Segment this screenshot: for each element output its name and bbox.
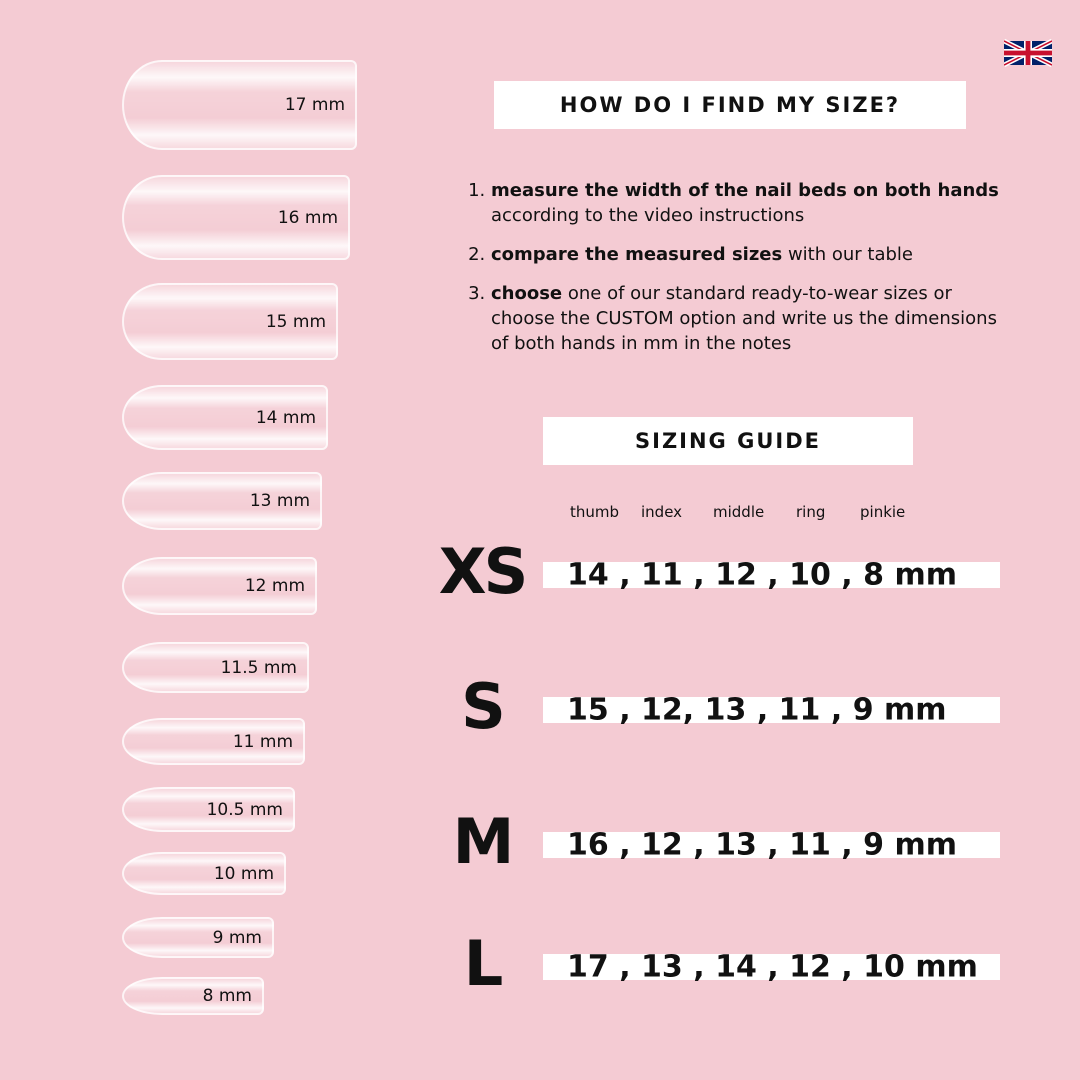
nail-tip: 11.5 mm	[122, 642, 309, 693]
size-values-bar: 16 , 12 , 13 , 11 , 9 mm	[543, 828, 1000, 863]
nail-tip: 8 mm	[122, 977, 264, 1015]
size-values: 17 , 13 , 14 , 12 , 10 mm	[567, 949, 978, 985]
size-values-bar: 14 , 11 , 12 , 10 , 8 mm	[543, 558, 1000, 593]
nail-size-label: 14 mm	[255, 407, 316, 428]
step-2: compare the measured sizes with our tabl…	[491, 242, 1011, 267]
size-values: 16 , 12 , 13 , 11 , 9 mm	[567, 827, 957, 863]
size-values: 15 , 12, 13 , 11 , 9 mm	[567, 692, 947, 728]
nail-tip: 12 mm	[122, 557, 317, 615]
step-bold: measure the width of the nail beds on bo…	[491, 180, 999, 201]
uk-flag-icon	[1004, 38, 1052, 68]
nail-size-label: 11.5 mm	[220, 657, 297, 678]
nail-tip: 15 mm	[122, 283, 338, 360]
nail-tip: 13 mm	[122, 472, 322, 530]
step-text: one of our standard ready-to-wear sizes …	[491, 283, 997, 354]
step-3: choose one of our standard ready-to-wear…	[491, 281, 1011, 356]
finger-header: thumb	[570, 503, 620, 521]
size-label: L	[463, 927, 504, 1000]
step-bold: choose	[491, 283, 563, 304]
nail-tip: 10 mm	[122, 852, 286, 895]
instructions-list: measure the width of the nail beds on bo…	[465, 178, 1011, 370]
size-label: M	[452, 805, 515, 878]
nail-size-label: 11 mm	[232, 731, 293, 752]
nail-size-label: 15 mm	[265, 311, 326, 332]
sizing-guide-title: SIZING GUIDE	[543, 417, 913, 465]
step-text: according to the video instructions	[491, 205, 805, 226]
nail-size-label: 8 mm	[202, 986, 252, 1006]
nail-tip: 17 mm	[122, 60, 357, 150]
nail-size-label: 13 mm	[249, 491, 310, 511]
nail-size-label: 17 mm	[284, 95, 345, 115]
finger-header: middle	[713, 503, 765, 521]
size-values-bar: 17 , 13 , 14 , 12 , 10 mm	[543, 950, 1000, 985]
nail-tip: 16 mm	[122, 175, 350, 260]
size-values-bar: 15 , 12, 13 , 11 , 9 mm	[543, 693, 1000, 728]
step-1: measure the width of the nail beds on bo…	[491, 178, 1011, 228]
nail-size-label: 9 mm	[212, 927, 262, 948]
size-label: S	[461, 670, 506, 743]
finger-header: index	[641, 503, 683, 521]
nail-size-label: 12 mm	[244, 576, 305, 596]
step-text: with our table	[782, 244, 913, 265]
nail-tip: 14 mm	[122, 385, 328, 450]
size-label: XS	[438, 535, 528, 608]
nail-tip: 11 mm	[122, 718, 305, 765]
nail-size-label: 10.5 mm	[206, 799, 283, 820]
finger-header: ring	[796, 503, 826, 521]
nail-tip: 10.5 mm	[122, 787, 295, 832]
nail-tip: 9 mm	[122, 917, 274, 958]
nail-size-label: 10 mm	[213, 863, 274, 884]
nail-size-label: 16 mm	[277, 207, 338, 228]
step-bold: compare the measured sizes	[491, 244, 783, 265]
size-values: 14 , 11 , 12 , 10 , 8 mm	[567, 557, 957, 593]
find-size-title: HOW DO I FIND MY SIZE?	[494, 81, 966, 129]
finger-header: pinkie	[860, 503, 906, 521]
